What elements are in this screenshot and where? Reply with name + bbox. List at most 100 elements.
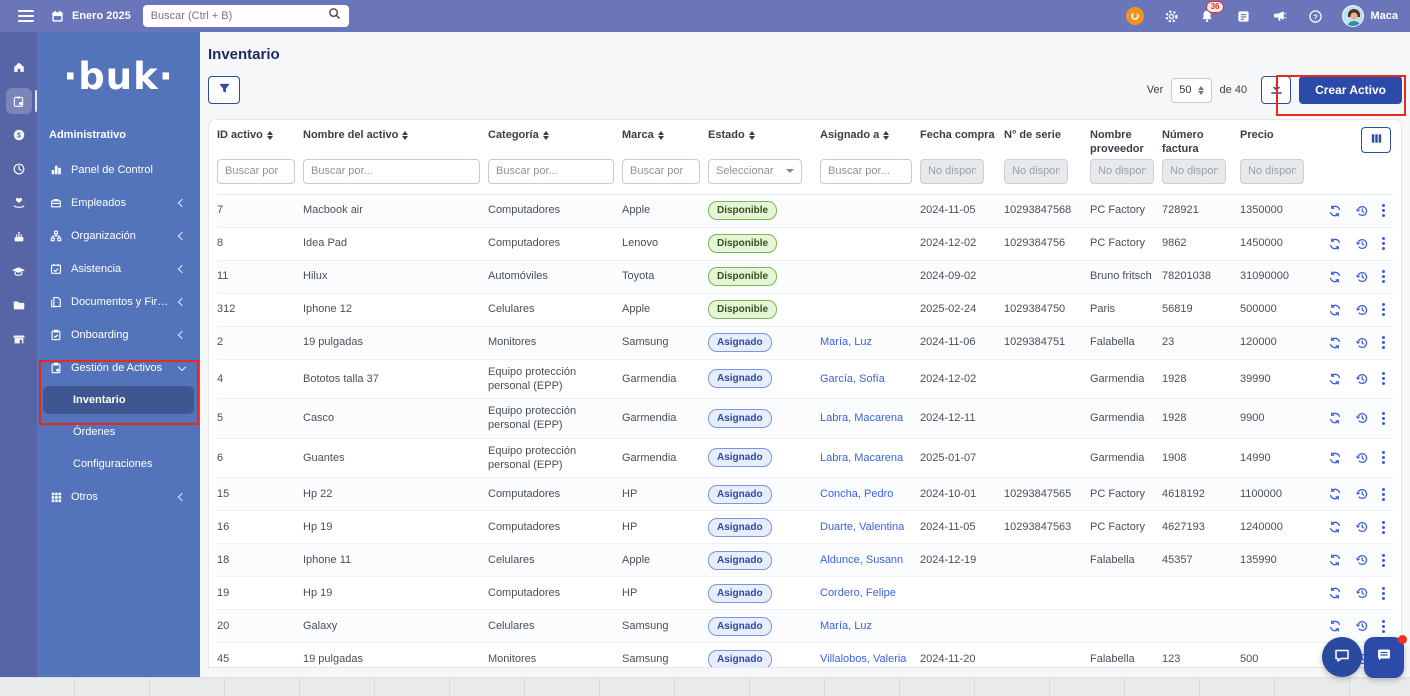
column-header-id-activo[interactable]: ID activo — [217, 129, 303, 143]
filter-input-id-activo[interactable] — [217, 158, 295, 184]
sync-icon[interactable] — [1328, 553, 1342, 567]
benefits-icon[interactable] — [6, 190, 32, 216]
history-icon[interactable] — [1355, 270, 1369, 284]
history-icon[interactable] — [1355, 487, 1369, 501]
sync-icon[interactable] — [1328, 411, 1342, 425]
history-icon[interactable] — [1355, 586, 1369, 600]
history-icon[interactable] — [1355, 619, 1369, 633]
gear-icon[interactable] — [1162, 7, 1180, 25]
home-icon[interactable] — [6, 54, 32, 80]
kebab-menu-icon[interactable] — [1382, 451, 1385, 465]
filter-input-nombre-del-activo[interactable] — [303, 158, 480, 184]
user-menu[interactable]: Maca — [1342, 5, 1398, 27]
filter-input-marca[interactable] — [622, 158, 700, 184]
sync-icon[interactable] — [1328, 586, 1342, 600]
kebab-menu-icon[interactable] — [1382, 237, 1385, 250]
sync-icon[interactable] — [1328, 237, 1342, 251]
history-icon[interactable] — [1355, 336, 1369, 350]
assigned-person-link[interactable]: Concha, Pedro — [820, 488, 894, 501]
sidebar-item-gestion-de-activos[interactable]: Gestión de Activos — [43, 353, 194, 383]
intercom-messenger-button[interactable] — [1364, 635, 1407, 678]
training-icon[interactable] — [6, 258, 32, 284]
store-icon[interactable] — [6, 326, 32, 352]
history-icon[interactable] — [1355, 411, 1369, 425]
money-icon[interactable]: $ — [6, 122, 32, 148]
notes-icon[interactable] — [1234, 7, 1252, 25]
notifications-bell-icon[interactable]: 36 — [1198, 1, 1225, 25]
clipboard-icon[interactable] — [5, 88, 38, 114]
page-size-select[interactable]: 50 — [1171, 77, 1212, 103]
filter-button[interactable] — [208, 76, 240, 104]
filter-select-estado[interactable]: Seleccionar — [708, 158, 802, 184]
history-icon[interactable] — [1355, 553, 1369, 567]
column-header-categoria[interactable]: Categoría — [488, 129, 622, 143]
sidebar-item-empleados[interactable]: Empleados — [43, 188, 194, 218]
kebab-menu-icon[interactable] — [1382, 411, 1385, 425]
download-button[interactable] — [1261, 76, 1292, 104]
kebab-menu-icon[interactable] — [1382, 372, 1385, 386]
column-header-nombre-del-activo[interactable]: Nombre del activo — [303, 129, 488, 143]
celebration-icon[interactable] — [6, 224, 32, 250]
sidebar-item-panel-de-control[interactable]: Panel de Control — [43, 155, 194, 185]
filter-input-categoria[interactable] — [488, 158, 614, 184]
assigned-person-link[interactable]: Labra, Macarena — [820, 412, 904, 425]
search-icon[interactable] — [328, 7, 341, 25]
history-icon[interactable] — [1355, 372, 1369, 386]
sidebar-item-asistencia[interactable]: Asistencia — [43, 254, 194, 284]
sync-icon[interactable] — [1328, 520, 1342, 534]
kebab-menu-icon[interactable] — [1382, 619, 1385, 633]
sync-icon[interactable] — [1328, 619, 1342, 633]
sidebar-item-onboarding[interactable]: Onboarding — [43, 320, 194, 350]
history-icon[interactable] — [1355, 303, 1369, 317]
history-icon[interactable] — [1355, 520, 1369, 534]
folder-icon[interactable] — [6, 292, 32, 318]
assigned-person-link[interactable]: Villalobos, Valeria — [820, 653, 907, 666]
kebab-menu-icon[interactable] — [1382, 303, 1385, 316]
kebab-menu-icon[interactable] — [1382, 586, 1385, 600]
filter-input-asignado-a[interactable] — [820, 158, 912, 184]
clock-icon[interactable] — [6, 156, 32, 182]
help-icon[interactable]: ? — [1306, 7, 1324, 25]
kebab-menu-icon[interactable] — [1382, 270, 1385, 283]
column-header-asignado-a[interactable]: Asignado a — [820, 129, 920, 143]
sidebar-item-organizacion[interactable]: Organización — [43, 221, 194, 251]
search-input[interactable] — [150, 10, 328, 22]
sidebar-item-otros[interactable]: Otros — [43, 482, 194, 512]
sync-icon[interactable] — [1328, 487, 1342, 501]
assigned-person-link[interactable]: Aldunce, Susann — [820, 554, 904, 567]
kebab-menu-icon[interactable] — [1382, 520, 1385, 534]
tour-icon[interactable] — [1126, 7, 1145, 25]
announcements-megaphone-icon[interactable] — [1270, 7, 1288, 25]
chat-bubble-button[interactable] — [1322, 637, 1362, 677]
sync-icon[interactable] — [1328, 372, 1342, 386]
sync-icon[interactable] — [1328, 303, 1342, 317]
history-icon[interactable] — [1355, 237, 1369, 251]
sidebar-item-documentos-y-firma[interactable]: Documentos y Firma — [43, 287, 194, 317]
sync-icon[interactable] — [1328, 270, 1342, 284]
assigned-person-link[interactable]: García, Sofía — [820, 372, 885, 385]
sync-icon[interactable] — [1328, 204, 1342, 218]
assigned-person-link[interactable]: Labra, Macarena — [820, 451, 904, 464]
sidebar-subitem-ordenes[interactable]: Órdenes — [73, 426, 116, 438]
column-settings-button[interactable] — [1361, 127, 1391, 153]
column-header-marca[interactable]: Marca — [622, 129, 708, 143]
period-selector[interactable]: Enero 2025 — [48, 7, 131, 25]
kebab-menu-icon[interactable] — [1382, 336, 1385, 349]
sidebar-subitem-configuraciones[interactable]: Configuraciones — [73, 458, 153, 470]
sync-icon[interactable] — [1328, 451, 1342, 465]
column-header-estado[interactable]: Estado — [708, 129, 820, 143]
horizontal-scroll-strip[interactable] — [0, 677, 1410, 696]
kebab-menu-icon[interactable] — [1382, 204, 1385, 217]
assigned-person-link[interactable]: María, Luz — [820, 620, 872, 633]
kebab-menu-icon[interactable] — [1382, 487, 1385, 501]
create-asset-button[interactable]: Crear Activo — [1299, 76, 1402, 104]
sidebar-subitem-inventario[interactable]: Inventario — [43, 386, 194, 414]
kebab-menu-icon[interactable] — [1382, 553, 1385, 567]
history-icon[interactable] — [1355, 204, 1369, 218]
history-icon[interactable] — [1355, 451, 1369, 465]
sync-icon[interactable] — [1328, 336, 1342, 350]
hamburger-menu-icon[interactable] — [18, 10, 34, 22]
assigned-person-link[interactable]: María, Luz — [820, 336, 872, 349]
assigned-person-link[interactable]: Duarte, Valentina — [820, 521, 905, 534]
assigned-person-link[interactable]: Cordero, Felipe — [820, 587, 896, 600]
